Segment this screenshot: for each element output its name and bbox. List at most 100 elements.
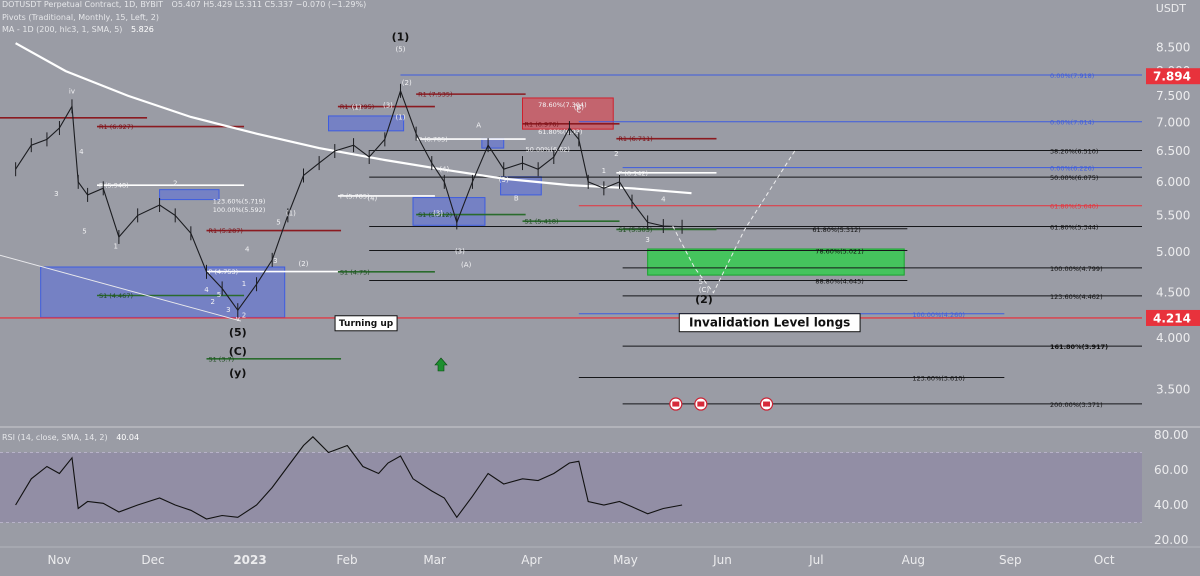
rsi-indicator-value: 40.04 xyxy=(116,433,140,442)
pivot-level-label: P (4.753) xyxy=(208,268,238,276)
pivot-level-label: P (5.785) xyxy=(340,192,370,200)
ma-indicator-name: MA - 1D (200, hlc3, 1, SMA, 5) xyxy=(2,25,123,34)
wave-label: (C) xyxy=(229,345,247,358)
fib-level-label: 61.80%(5.312) xyxy=(812,226,860,234)
wave-label: 4 xyxy=(661,196,666,204)
pivot-level-label: R1 (7.295) xyxy=(340,103,374,111)
price-tick-label: 4.000 xyxy=(1156,331,1190,345)
rsi-tick-label: 60.00 xyxy=(1154,463,1188,477)
event-flag-icon xyxy=(672,401,680,407)
wave-label: 2 xyxy=(173,180,177,188)
wave-label: (1) xyxy=(396,114,406,122)
time-tick-label: Mar xyxy=(423,553,446,567)
fib-level-label: 100.00%(4.260) xyxy=(912,311,965,319)
wave-label: 5 xyxy=(217,291,221,299)
zone-box-blue xyxy=(328,115,405,132)
up-arrow-icon xyxy=(434,357,448,372)
wave-label: (B) xyxy=(574,104,585,112)
pivot-level-label: R1 (6.711) xyxy=(618,135,652,143)
wave-label: 1 xyxy=(242,280,246,288)
currency-label: USDT xyxy=(1155,2,1186,15)
ma-indicator-value: 5.826 xyxy=(130,25,154,34)
wave-label: 1 xyxy=(602,167,606,175)
wave-label: 3 xyxy=(226,306,230,314)
ma-indicator-legend[interactable]: MA - 1D (200, hlc3, 1, SMA, 5) 5.826 xyxy=(2,25,154,34)
fib-level-label: 0.00%(7.014) xyxy=(1050,119,1094,127)
wave-label: (2) xyxy=(402,79,412,87)
rsi-line xyxy=(15,436,683,520)
price-badge-label: 4.214 xyxy=(1153,311,1191,325)
price-tick-label: 8.500 xyxy=(1156,41,1190,55)
price-tick-label: 3.500 xyxy=(1156,382,1190,396)
wave-label: 4 xyxy=(204,286,209,294)
price-tick-label: 6.000 xyxy=(1156,175,1190,189)
zone-box-blue xyxy=(481,138,505,149)
wave-label: v xyxy=(236,315,240,323)
price-tick-label: 5.000 xyxy=(1156,245,1190,259)
wave-label: (A) xyxy=(461,261,472,269)
fib-level-label: 161.80%(3.917) xyxy=(1050,343,1108,351)
wave-label: (1) xyxy=(352,104,362,112)
wave-label: 4 xyxy=(245,245,250,253)
wave-label: B xyxy=(514,194,519,202)
wave-label: (y) xyxy=(229,366,246,379)
wave-label: (2) xyxy=(695,293,713,306)
wave-label: 2 xyxy=(614,150,618,158)
pivot-level-label: S1 (3.7) xyxy=(208,355,234,363)
wave-label: (4) xyxy=(439,166,449,174)
fib-level-label: 78.60%(5.021) xyxy=(815,247,863,255)
zone-box-blue xyxy=(159,189,220,201)
pivots-indicator-legend[interactable]: Pivots (Traditional, Monthly, 15, Left, … xyxy=(2,13,159,22)
time-tick-label: Feb xyxy=(336,553,357,567)
rsi-indicator-legend[interactable]: RSI (14, close, SMA, 14, 2) 40.04 xyxy=(2,433,139,442)
event-flag-icon xyxy=(763,401,771,407)
wave-labels: (1)(5)(2)(3)(1)iv(5)(C)(y)(2)(C)5(3)(A)A… xyxy=(54,31,861,411)
pivot-level-label: R1 (6.927) xyxy=(99,123,133,131)
fib-level-label: 88.80%(4.645) xyxy=(815,277,863,285)
pivot-level-label: R1 (6.976) xyxy=(525,120,559,128)
pivot-level-label: P (5.948) xyxy=(99,182,129,190)
pivot-level-label: R1 (5.287) xyxy=(208,227,242,235)
fib-level-label: 100.00%(4.799) xyxy=(1050,265,1103,273)
invalidation-label: Invalidation Level longs xyxy=(689,316,850,330)
wave-label: (3) xyxy=(383,101,393,109)
wave-label: (4) xyxy=(367,194,377,202)
fib-annotation-label: 50.00%(6.62) xyxy=(526,146,570,154)
fib-annotation-label: 100.00%(5.592) xyxy=(213,206,266,214)
zone-box-blue xyxy=(40,266,286,318)
wave-label: (1) xyxy=(286,209,296,217)
price-tick-label: 6.500 xyxy=(1156,144,1190,158)
pivot-level-label: S1 (5.418) xyxy=(525,218,559,226)
symbol-title: DOTUSDT Perpetual Contract, 1D, BYBIT xyxy=(2,0,163,9)
price-tick-label: 7.000 xyxy=(1156,115,1190,129)
wave-label: 5 xyxy=(276,219,280,227)
time-tick-label: Nov xyxy=(47,553,70,567)
fib-level-label: 50.00%(6.075) xyxy=(1050,174,1098,182)
rsi-indicator-name: RSI (14, close, SMA, 14, 2) xyxy=(2,433,108,442)
highlight-boxes xyxy=(40,97,905,318)
ohlc-values: O5.407 H5.429 L5.311 C5.337 −0.070 (−1.2… xyxy=(171,0,367,9)
symbol-header[interactable]: DOTUSDT Perpetual Contract, 1D, BYBIT O5… xyxy=(2,0,366,9)
fib-level-label: 123.60%(4.462) xyxy=(1050,293,1103,301)
annotation-box xyxy=(678,313,861,333)
time-tick-label: Sep xyxy=(999,553,1022,567)
wave-label: C xyxy=(576,107,581,115)
wave-label: 3 xyxy=(273,257,277,265)
annotation-box xyxy=(334,315,398,332)
wave-label: 3 xyxy=(54,190,58,198)
price-series xyxy=(0,42,796,322)
wave-label: 3 xyxy=(645,236,649,244)
fib-level-label: 61.80%(5.640) xyxy=(1050,203,1098,211)
wave-label: (3) xyxy=(455,248,465,256)
time-tick-label: Oct xyxy=(1094,553,1115,567)
fib-annotation-label: 123.60%(5.719) xyxy=(213,197,266,205)
wave-label: iv xyxy=(69,87,75,95)
zone-box-blue xyxy=(412,197,486,226)
time-tick-label: 2023 xyxy=(233,553,266,567)
wave-label: A xyxy=(476,121,481,129)
price-axis xyxy=(1146,0,1200,572)
time-tick-label: Aug xyxy=(902,553,925,567)
fib-level-label: 61.80%(5.344) xyxy=(1050,223,1098,231)
time-tick-label: Dec xyxy=(141,553,164,567)
